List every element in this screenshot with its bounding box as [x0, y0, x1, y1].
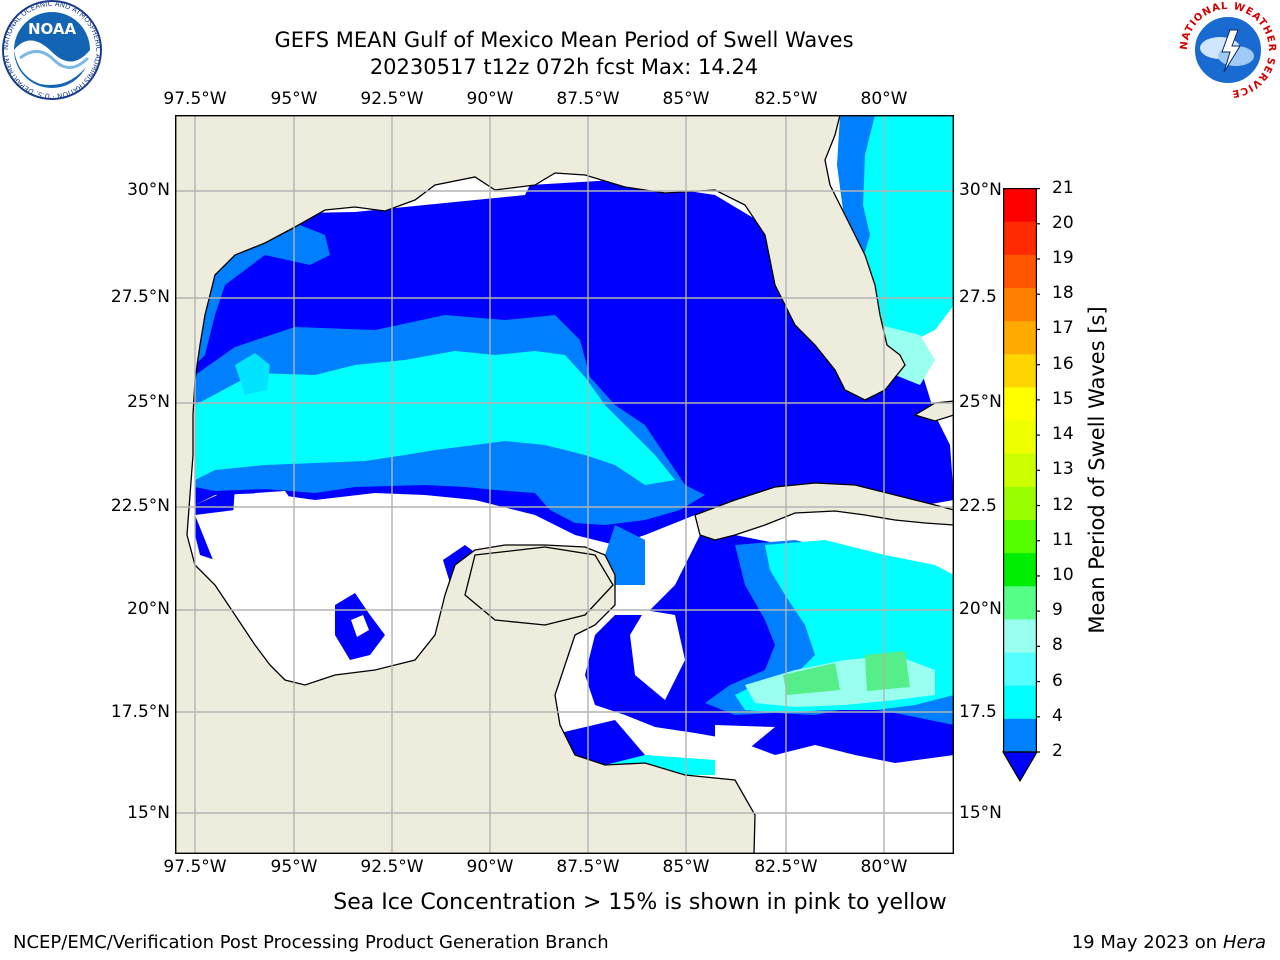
colorbar-segment — [1003, 652, 1037, 687]
colorbar-tick-label: 20 — [1052, 212, 1074, 233]
colorbar-tick-label: 19 — [1052, 248, 1074, 269]
lon-label-bottom: 82.5°W — [754, 857, 818, 877]
colorbar-tick-label: 12 — [1052, 494, 1074, 515]
lon-label-top: 82.5°W — [754, 89, 818, 109]
colorbar-segment — [1003, 685, 1037, 720]
lon-label-top: 90°W — [466, 89, 514, 109]
colorbar-tick-label: 21 — [1052, 177, 1074, 198]
lat-label-right: 20°N — [959, 599, 1002, 619]
colorbar-tick-label: 16 — [1052, 353, 1074, 374]
colorbar-segment — [1003, 453, 1037, 488]
footer-host: Hera — [1222, 932, 1266, 953]
colorbar-segment — [1003, 254, 1037, 289]
colorbar-tick-label: 4 — [1052, 705, 1063, 726]
footer-date-text: 19 May 2023 on — [1071, 932, 1218, 953]
footer-date: 19 May 2023 on Hera — [1072, 932, 1266, 953]
colorbar-tick-label: 11 — [1052, 529, 1074, 550]
colorbar-segment — [1003, 354, 1037, 388]
chart-subtitle: 20230517 t12z 072h fcst Max: 14.24 — [369, 55, 759, 79]
colorbar-segment — [1003, 288, 1037, 322]
lat-label-left: 30°N — [127, 180, 170, 200]
lat-label-left: 22.5°N — [110, 496, 170, 516]
lon-label-bottom: 95°W — [270, 857, 318, 877]
lon-label-top: 92.5°W — [360, 89, 424, 109]
lon-label-top: 87.5°W — [556, 89, 620, 109]
land — [174, 114, 955, 855]
colorbar-segment — [1003, 520, 1037, 554]
lon-label-top: 80°W — [860, 89, 908, 109]
colorbar — [1000, 185, 1040, 785]
graticule — [175, 115, 954, 854]
noaa-logo: NATIONAL OCEANIC AND ATMOSPHERIC ADMINIS… — [0, 0, 104, 100]
lat-label-left: 27.5°N — [110, 287, 170, 307]
footer-credit: NCEP/EMC/Verification Post Processing Pr… — [13, 932, 609, 953]
colorbar-segment — [1003, 321, 1037, 355]
colorbar-tick-label: 8 — [1052, 635, 1063, 656]
lon-label-bottom: 97.5°W — [163, 857, 227, 877]
colorbar-segment — [1003, 387, 1037, 422]
lat-label-right: 25°N — [959, 392, 1002, 412]
lon-label-top: 95°W — [270, 89, 318, 109]
lon-label-bottom: 90°W — [466, 857, 514, 877]
lat-label-right: 30°N — [959, 180, 1002, 200]
colorbar-segment — [1003, 553, 1037, 587]
colorbar-tick-label: 9 — [1052, 600, 1063, 621]
lat-label-left: 15°N — [127, 803, 170, 823]
colorbar-tick-label: 2 — [1052, 741, 1063, 761]
map-panel — [174, 114, 955, 855]
colorbar-segment — [1003, 619, 1037, 654]
colorbar-tick-label: 10 — [1052, 564, 1074, 585]
colorbar-extend-arrow — [1001, 751, 1039, 783]
lon-label-bottom: 92.5°W — [360, 857, 424, 877]
lon-label-bottom: 85°W — [662, 857, 710, 877]
colorbar-tick-label: 18 — [1052, 283, 1074, 304]
nws-logo: NATIONAL WEATHER SERVICE — [1178, 0, 1278, 100]
colorbar-segment — [1003, 221, 1037, 256]
colorbar-segment — [1003, 420, 1037, 455]
noaa-wordmark: NOAA — [28, 20, 77, 38]
lat-label-left: 17.5°N — [110, 702, 170, 722]
lat-label-right: 17.5 — [959, 702, 997, 722]
lon-label-top: 97.5°W — [163, 89, 227, 109]
colorbar-tick-label: 17 — [1052, 318, 1074, 339]
colorbar-tick-label: 6 — [1052, 670, 1063, 691]
colorbar-label: Mean Period of Swell Waves [s] — [1085, 306, 1109, 634]
lat-label-right: 27.5 — [959, 287, 997, 307]
colorbar-tick-label: 13 — [1052, 459, 1074, 480]
map-svg — [174, 114, 955, 855]
lat-label-right: 15°N — [959, 803, 1002, 823]
sea-ice-note: Sea Ice Concentration > 15% is shown in … — [333, 890, 947, 915]
lat-label-left: 20°N — [127, 599, 170, 619]
lon-label-bottom: 80°W — [860, 857, 908, 877]
colorbar-tick-label: 14 — [1052, 424, 1074, 445]
lon-label-bottom: 87.5°W — [556, 857, 620, 877]
colorbar-tick-label: 15 — [1052, 388, 1074, 409]
lat-label-left: 25°N — [127, 392, 170, 412]
colorbar-segment — [1003, 718, 1037, 753]
chart-title: GEFS MEAN Gulf of Mexico Mean Period of … — [274, 28, 854, 52]
colorbar-segment — [1003, 486, 1037, 521]
colorbar-segment — [1003, 188, 1037, 223]
colorbar-segment — [1003, 586, 1037, 620]
lat-label-right: 22.5 — [959, 496, 997, 516]
colorbar-frame — [1002, 187, 1037, 753]
lon-label-top: 85°W — [662, 89, 710, 109]
